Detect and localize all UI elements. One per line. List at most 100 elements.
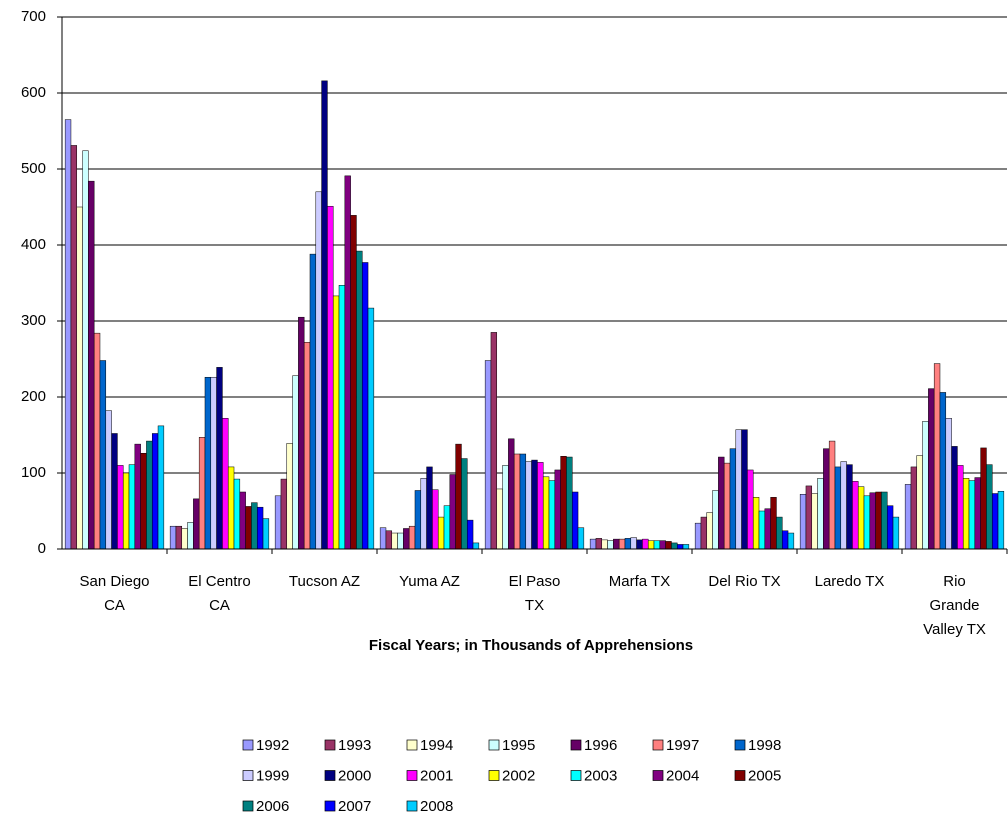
bar (607, 540, 614, 550)
bar (823, 448, 830, 550)
legend-label: 1995 (502, 737, 535, 754)
legend-label: 1994 (420, 737, 453, 754)
bar (309, 253, 317, 550)
bar (449, 474, 456, 550)
bar (571, 491, 579, 550)
legend-label: 2004 (666, 767, 699, 784)
bar (274, 495, 282, 550)
bar (694, 522, 702, 550)
bar (408, 525, 416, 550)
bar (280, 478, 288, 550)
bar (764, 508, 771, 550)
legend-label: 1998 (748, 737, 781, 754)
bar (922, 421, 929, 550)
bar (513, 453, 521, 550)
y-tick-label: 0 (38, 540, 46, 557)
bar (706, 512, 713, 550)
bar (601, 539, 608, 550)
legend-label: 2003 (584, 767, 617, 784)
bar (542, 476, 550, 550)
bar (187, 522, 194, 550)
y-tick-label: 400 (21, 236, 46, 253)
y-tick-label: 200 (21, 388, 46, 405)
x-tick-label: Marfa TX (608, 573, 671, 590)
legend-label: 1996 (584, 737, 617, 754)
bar (595, 538, 603, 550)
legend-swatch (324, 800, 336, 812)
x-tick-label: Rio Grande Valley TX (923, 573, 986, 638)
bar (432, 489, 439, 550)
bar (327, 205, 334, 550)
bar (484, 360, 492, 550)
bar (332, 295, 340, 550)
bar (776, 516, 783, 550)
bar (256, 506, 264, 550)
legend-swatch (734, 739, 746, 751)
legend-label: 1992 (256, 737, 289, 754)
bar (426, 466, 433, 550)
bar (723, 462, 731, 550)
bar (134, 443, 141, 550)
bar (437, 516, 445, 550)
bar (338, 285, 346, 550)
legend-swatch (242, 800, 254, 812)
y-tick-label: 500 (21, 160, 46, 177)
bar (128, 464, 136, 550)
bar (962, 478, 970, 550)
legend-swatch (652, 739, 664, 751)
bar (653, 540, 661, 550)
bar (157, 425, 165, 550)
bar (82, 150, 89, 550)
bar (997, 490, 1005, 550)
bar (222, 418, 229, 550)
bar (245, 506, 252, 550)
bar (659, 540, 666, 550)
bar (828, 440, 836, 550)
bar (904, 484, 912, 550)
bar (519, 453, 527, 550)
bar (741, 429, 748, 550)
bar (928, 388, 935, 550)
legend-swatch (488, 739, 500, 751)
y-tick-label: 100 (21, 464, 46, 481)
y-tick-label: 300 (21, 312, 46, 329)
bar (537, 462, 544, 550)
bar (951, 446, 958, 550)
bar (799, 494, 807, 550)
bar (76, 206, 83, 550)
bar (886, 505, 894, 550)
bar (991, 493, 999, 550)
bar (665, 541, 672, 550)
bar (356, 250, 363, 550)
bar (286, 443, 293, 550)
bar (198, 437, 206, 550)
bar (758, 510, 766, 550)
bar (642, 538, 649, 550)
bar (875, 491, 882, 550)
bar (140, 452, 147, 550)
bar (490, 332, 498, 550)
bar (420, 478, 427, 550)
bar (647, 540, 655, 550)
legend-swatch (570, 739, 582, 751)
bar (630, 537, 637, 550)
x-tick-label: El Paso TX (508, 573, 561, 614)
bar (566, 456, 573, 550)
bar (193, 498, 200, 550)
x-tick-label: El Centro CA (188, 573, 251, 614)
x-tick-label: Yuma AZ (399, 573, 460, 590)
bar (344, 175, 351, 550)
bar (735, 429, 742, 550)
bar (350, 215, 357, 550)
bar (974, 477, 981, 550)
bar (105, 410, 112, 550)
bar (315, 191, 322, 550)
bar (986, 464, 993, 550)
x-tick-label: Del Rio TX (708, 573, 781, 590)
bar (589, 538, 597, 550)
legend-label: 2001 (420, 767, 453, 784)
x-tick-label: San Diego CA (79, 573, 150, 614)
bar (367, 307, 375, 550)
